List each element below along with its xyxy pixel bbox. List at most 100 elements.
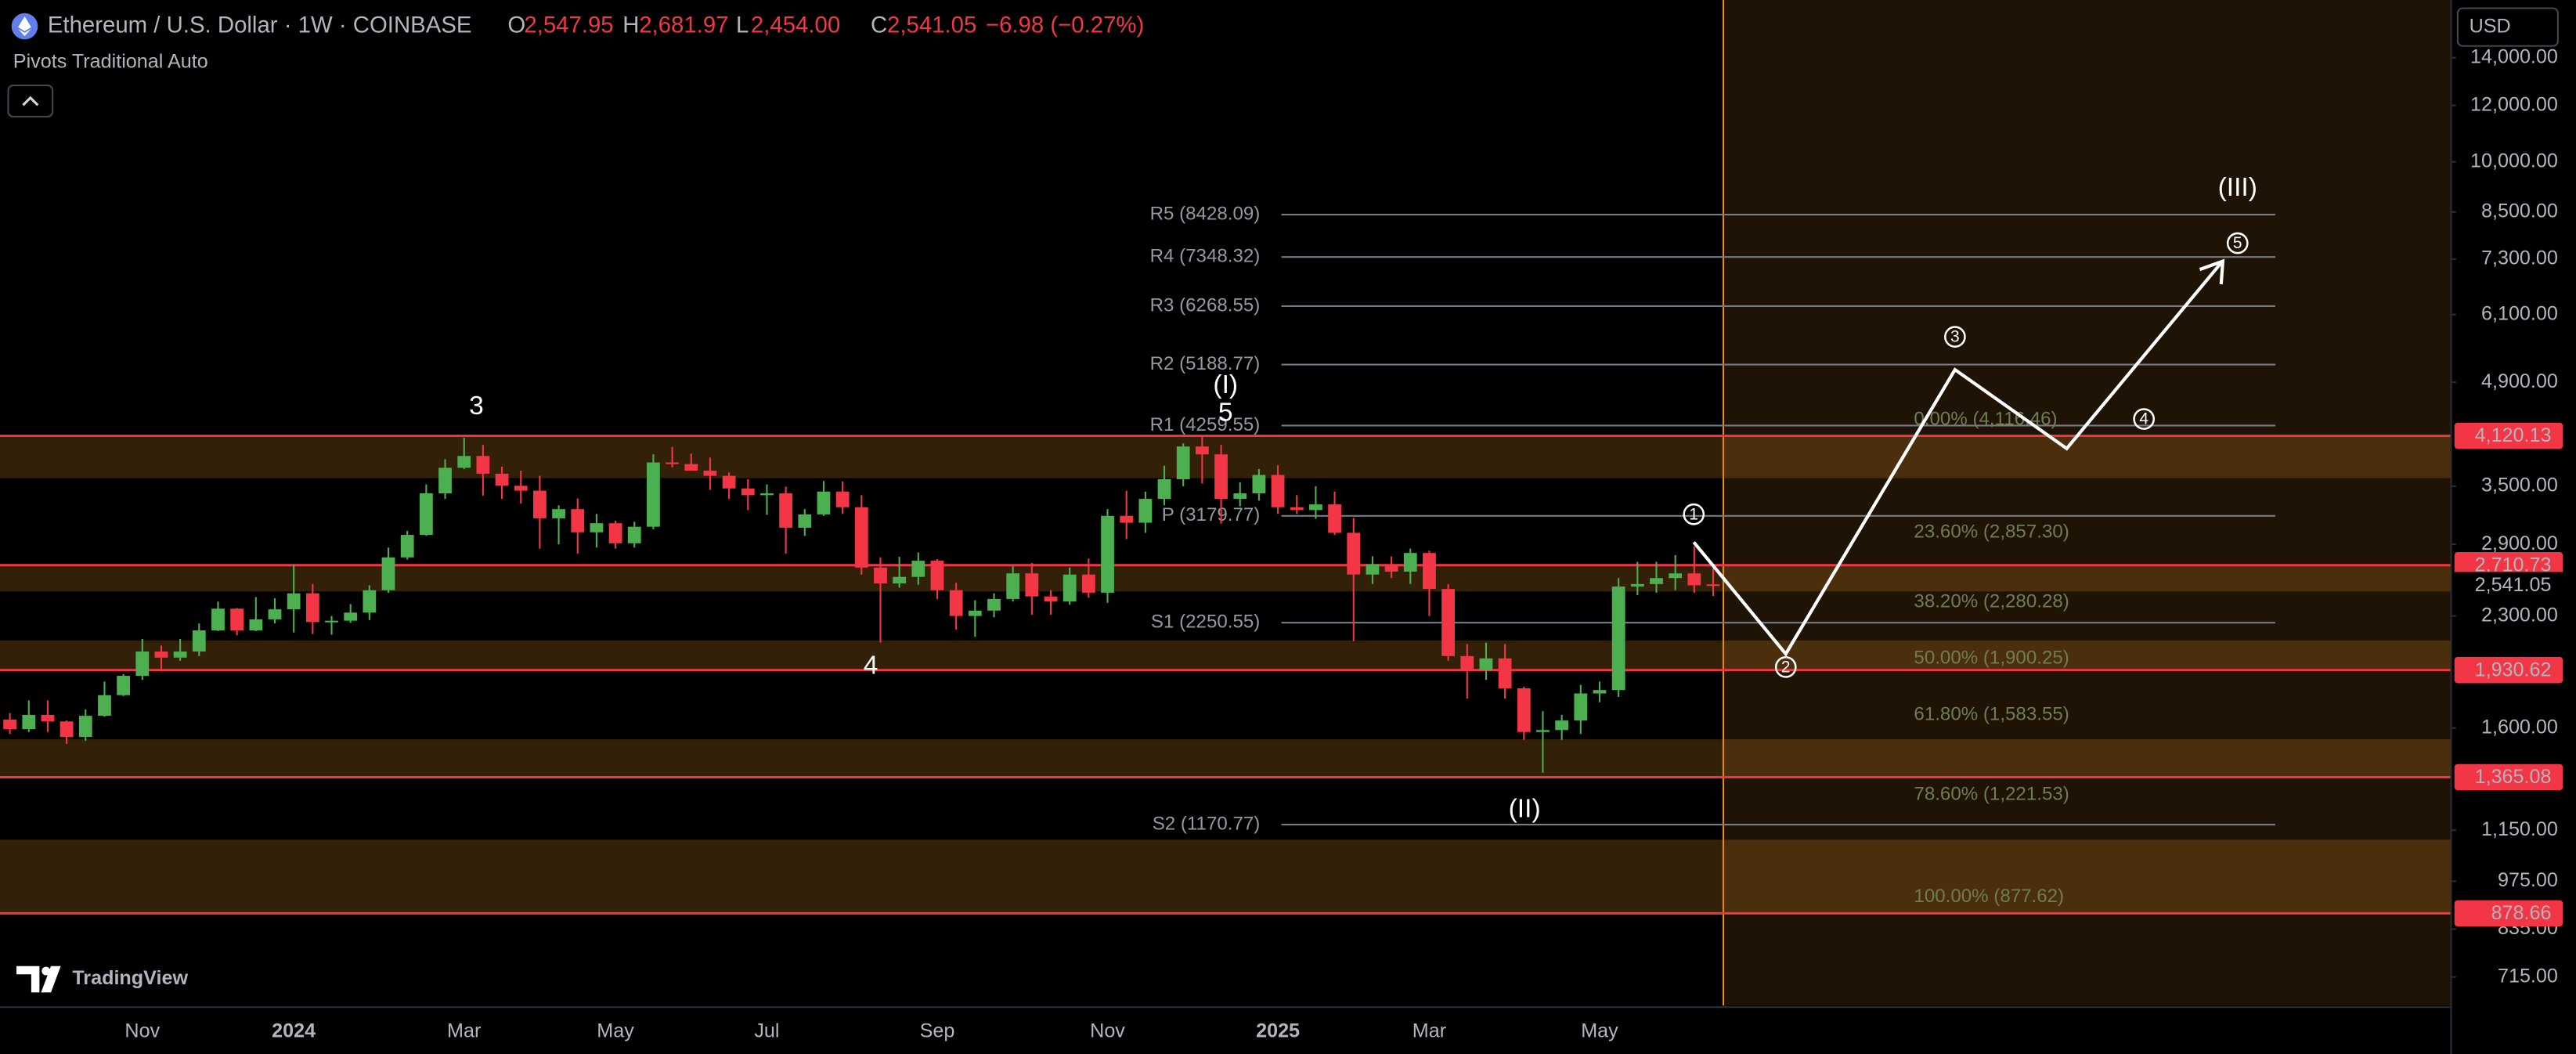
- x-tick-label: Nov: [124, 1020, 160, 1041]
- candle-body: [344, 612, 358, 621]
- projection-area: [1723, 0, 2452, 1006]
- candle-body: [608, 523, 622, 543]
- candle-body: [1063, 574, 1077, 602]
- x-tick-label: 2025: [1256, 1020, 1300, 1041]
- fib-label: 23.60% (2,857.30): [1914, 521, 2069, 542]
- pivot-label: P (3179.77): [1162, 504, 1261, 525]
- level-tag: [2454, 900, 2563, 927]
- candle-body: [1252, 475, 1266, 494]
- candle-body: [1195, 446, 1209, 455]
- currency-button[interactable]: [2456, 7, 2559, 47]
- wave-point-circle: [1683, 503, 1705, 525]
- candle-body: [1176, 446, 1190, 479]
- level-tag: [2454, 422, 2563, 449]
- axis-layer: Nov 2024 Mar May Jul Sep Nov 2025 Mar May 14,000.0…: [124, 45, 2563, 1041]
- zone: [0, 565, 2452, 592]
- candle-body: [1555, 720, 1569, 731]
- candle-body: [287, 593, 301, 610]
- indicator-name: Pivots Traditional Auto: [13, 50, 208, 72]
- candle-body: [1479, 658, 1493, 670]
- fib-label: 61.80% (1,583.55): [1914, 703, 2069, 724]
- candle-body: [1366, 564, 1380, 575]
- ohlc-key: H: [622, 12, 639, 38]
- x-tick-label: Sep: [920, 1020, 955, 1041]
- candle-body: [1650, 578, 1663, 584]
- candle-body: [1498, 658, 1512, 688]
- wave-label: (III): [2218, 173, 2257, 202]
- y-tick-label: 715.00: [2498, 965, 2558, 987]
- level-tag-label: 1,930.62: [2475, 659, 2552, 680]
- pivot-label: R2 (5188.77): [1150, 353, 1261, 374]
- candle-body: [968, 610, 982, 616]
- wave-point-circle: [1774, 656, 1797, 678]
- chart-title: Ethereum / U.S. Dollar · 1W · COINBASE: [48, 12, 472, 38]
- candle-body: [325, 620, 338, 623]
- candle-body: [627, 526, 641, 543]
- y-tick-label: 6,100.00: [2481, 302, 2558, 324]
- candle-body: [1214, 454, 1228, 500]
- ohlc-value: 2,547.95: [524, 12, 613, 38]
- collapse-button[interactable]: [7, 85, 54, 118]
- x-tick-label: Nov: [1090, 1020, 1125, 1041]
- candle-body: [514, 485, 528, 491]
- candle-body: [117, 676, 131, 695]
- candle-body: [1574, 693, 1588, 721]
- candle-body: [1157, 478, 1171, 500]
- candle-body: [400, 535, 414, 558]
- candle-body: [173, 652, 187, 658]
- fib-label: 38.20% (2,280.28): [1914, 590, 2069, 612]
- candle-body: [1423, 553, 1436, 590]
- wave-point-circle: [2133, 408, 2156, 430]
- wave-point: 5: [2233, 234, 2242, 252]
- candle-body: [1025, 573, 1039, 597]
- candle-body: [78, 716, 92, 738]
- y-tick-label: 10,000.00: [2470, 150, 2558, 171]
- candle-body: [1233, 493, 1247, 500]
- last-price-label: 2,541.05: [2475, 574, 2552, 596]
- candle-body: [495, 473, 509, 486]
- wave-point: 1: [1689, 505, 1698, 523]
- candle-body: [249, 619, 263, 631]
- candle-body: [1384, 564, 1398, 572]
- y-tick-label: 8,500.00: [2481, 200, 2558, 222]
- candle-body: [874, 567, 887, 584]
- candle-body: [1328, 504, 1341, 533]
- collapse-icon: [22, 96, 39, 106]
- candle-body: [571, 509, 585, 532]
- level-tag: [2454, 656, 2563, 684]
- candle-body: [363, 590, 377, 613]
- candle-body: [98, 695, 111, 717]
- candle-body: [1403, 553, 1417, 572]
- candle-body: [760, 493, 774, 496]
- level-tag: [2454, 551, 2563, 579]
- wave-label: 5: [1218, 399, 1233, 428]
- ohlc-value: 2,681.97: [639, 12, 728, 38]
- candle-body: [135, 652, 150, 677]
- candle-body: [1669, 573, 1683, 579]
- brand-logo-dot: [41, 966, 51, 976]
- pivot-label: R1 (4259.55): [1150, 414, 1261, 435]
- candle-body: [3, 719, 16, 730]
- candle-body: [41, 714, 55, 722]
- y-tick-label: 975.00: [2498, 869, 2558, 891]
- candle-body: [590, 523, 604, 532]
- candle-body: [1687, 573, 1701, 586]
- candle-body: [1290, 507, 1304, 511]
- candle-body: [949, 590, 963, 616]
- candle-body: [1006, 573, 1020, 599]
- candle-body: [1593, 690, 1607, 694]
- candle-body: [1611, 586, 1625, 691]
- y-tick-label: 1,600.00: [2481, 716, 2558, 738]
- wave-point-circle: [2226, 232, 2249, 254]
- x-tick-label: Mar: [1412, 1020, 1446, 1041]
- candle-body: [647, 462, 660, 527]
- candle-body: [817, 491, 831, 514]
- candle-body: [1536, 730, 1550, 732]
- candle-body: [476, 456, 490, 474]
- x-tick-label: 2024: [272, 1020, 316, 1041]
- fib-label: 78.60% (1,221.53): [1914, 784, 2069, 805]
- candle-body: [1706, 584, 1720, 587]
- zone: [0, 641, 2452, 670]
